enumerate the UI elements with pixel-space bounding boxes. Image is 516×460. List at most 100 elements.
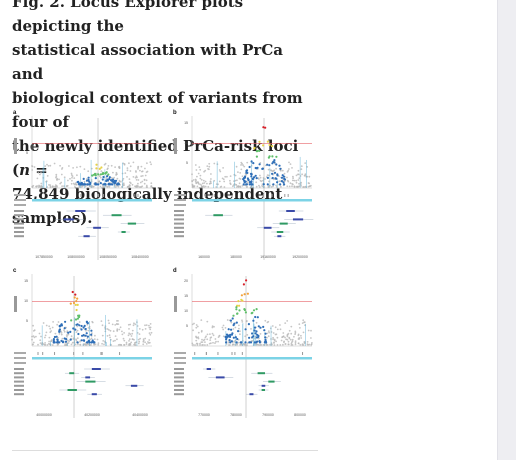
gene-exon <box>127 222 137 225</box>
annotation-tick <box>119 352 121 355</box>
snp-point <box>233 173 236 176</box>
snp-point <box>105 179 108 183</box>
snp-point <box>276 181 279 184</box>
snp-point <box>58 333 61 335</box>
snp-point <box>210 173 212 175</box>
snp-point <box>136 176 138 179</box>
snp-point <box>293 335 295 338</box>
snp-point <box>259 176 262 179</box>
panel-label: c <box>13 268 17 274</box>
snp-point <box>298 185 301 187</box>
snp-point <box>224 335 227 338</box>
gene-label <box>174 380 184 383</box>
snp-point <box>246 185 248 188</box>
panel-c: c 15 10 5 40000000 40200000 40400000 <box>10 266 160 426</box>
snp-point <box>128 162 130 165</box>
snp-point <box>228 344 230 346</box>
snp-point <box>101 334 104 337</box>
snp-point <box>259 174 261 177</box>
snp-point <box>91 174 94 177</box>
snp-point <box>114 339 116 342</box>
x-tick-label: 40000000 <box>36 413 52 417</box>
snp-point <box>282 175 285 178</box>
snp-point <box>207 185 210 188</box>
snp-point <box>245 183 248 186</box>
snp-point <box>141 328 144 331</box>
snp-point <box>226 335 229 338</box>
snp-point <box>272 185 274 188</box>
snp-point <box>236 337 239 341</box>
snp-point <box>107 165 110 167</box>
gene-exon <box>257 372 265 375</box>
annotation-tick <box>101 352 103 355</box>
y-axis-label <box>174 296 177 312</box>
x-tick-label: 40200000 <box>84 413 100 417</box>
snp-point <box>256 316 259 319</box>
snp-point <box>294 343 297 346</box>
snp-point <box>52 185 54 188</box>
snp-point <box>227 341 230 344</box>
snp-point <box>137 338 140 341</box>
snp-point <box>46 163 48 166</box>
snp-point <box>306 341 309 343</box>
snp-point <box>255 343 258 346</box>
snp-point <box>254 315 257 319</box>
track-label <box>14 357 26 359</box>
snp-point <box>193 322 195 325</box>
snp-point <box>261 167 264 170</box>
snp-point <box>191 342 194 345</box>
snp-point <box>75 300 78 303</box>
snp-point <box>65 344 68 346</box>
snp-point <box>63 344 66 346</box>
snp-point <box>255 181 258 184</box>
panel-c-plot: 15 10 5 40000000 40200000 40400000 <box>14 274 153 426</box>
snp-point <box>266 174 269 176</box>
caption-line-1: statistical association with PrCa and <box>12 41 283 83</box>
locus-explorer-figure: a 10 5 107850000 108000000 108050000 10840000… <box>10 108 320 428</box>
snp-point <box>88 341 91 344</box>
snp-point <box>137 342 140 345</box>
snp-point <box>286 320 289 322</box>
snp-point <box>194 180 197 183</box>
snp-point <box>84 334 87 337</box>
snp-point <box>136 332 139 334</box>
snp-point <box>221 326 224 329</box>
snp-point <box>76 303 79 306</box>
snp-point <box>241 319 243 322</box>
y-axis-label <box>174 138 177 154</box>
snp-point <box>60 330 62 333</box>
snp-point <box>122 162 125 165</box>
snp-point <box>201 341 204 343</box>
snp-point <box>128 344 130 346</box>
snp-point <box>262 144 265 147</box>
snp-point <box>255 336 259 339</box>
snp-point <box>229 333 232 336</box>
snp-point <box>117 320 119 322</box>
snp-point <box>115 323 118 325</box>
snp-point <box>66 339 69 342</box>
snp-point <box>124 172 127 174</box>
snp-point <box>307 182 310 184</box>
annotation-track <box>32 199 152 202</box>
gene-label <box>14 368 24 370</box>
snp-point <box>258 340 261 343</box>
snp-point <box>87 170 90 173</box>
snp-point <box>202 339 205 342</box>
snp-point <box>90 341 93 344</box>
snp-point <box>108 176 111 179</box>
snp-point <box>204 341 206 343</box>
gene-label <box>14 380 24 383</box>
snp-point <box>280 185 282 188</box>
gene-exon <box>67 389 77 391</box>
snp-point <box>240 343 243 346</box>
annotation-tick <box>42 352 44 355</box>
snp-point <box>268 331 270 334</box>
snp-point <box>195 326 198 329</box>
y-axis-label <box>14 138 17 154</box>
snp-point <box>58 330 61 333</box>
snp-point <box>126 167 129 169</box>
snp-point <box>260 343 262 346</box>
snp-point <box>271 325 274 327</box>
snp-point <box>142 340 145 343</box>
snp-point <box>294 341 297 344</box>
